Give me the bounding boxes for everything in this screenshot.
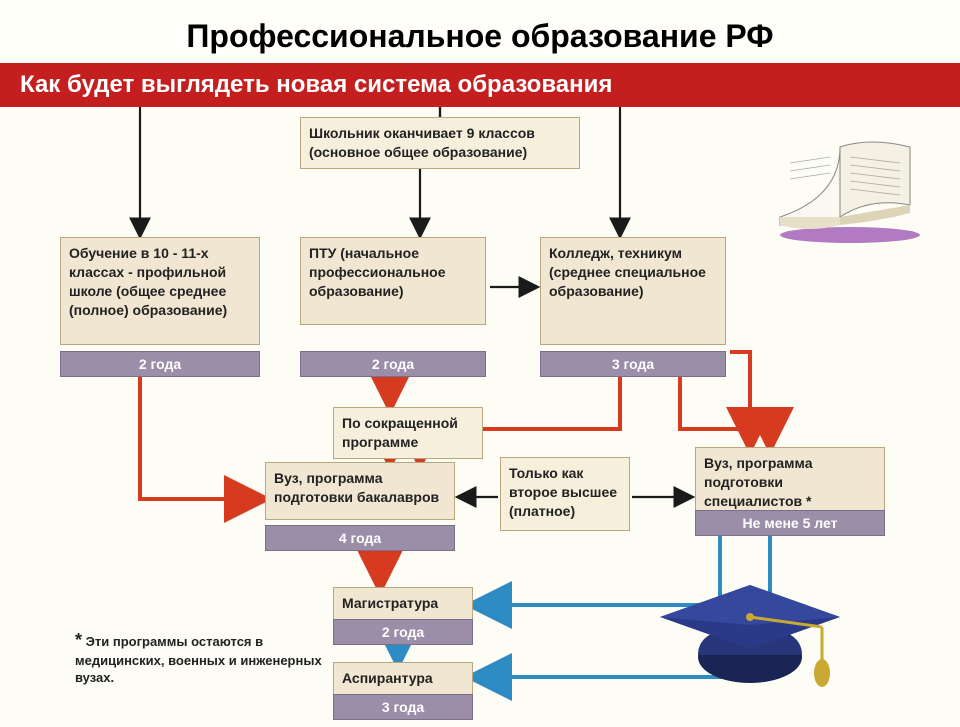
duration-ptu: 2 года <box>300 351 486 377</box>
arrow-8 <box>680 377 770 443</box>
arrow-4 <box>140 377 260 499</box>
duration-master: 2 года <box>333 619 473 645</box>
duration-college: 3 года <box>540 351 726 377</box>
diagram-canvas: Школьник оканчивает 9 классов (основное … <box>0 107 960 727</box>
node-master: Магистратура <box>333 587 473 620</box>
graduation-cap-icon <box>650 567 850 707</box>
duration-school: 2 года <box>60 351 260 377</box>
duration-specialist: Не мене 5 лет <box>695 510 885 536</box>
page-title: Профессиональное образование РФ <box>0 0 960 63</box>
footnote-star: * <box>75 630 82 650</box>
node-second: Только как второе высшее (платное) <box>500 457 630 531</box>
duration-aspirant: 3 года <box>333 694 473 720</box>
arrow-9 <box>730 352 750 443</box>
node-school: Обучение в 10 - 11-х классах - профильно… <box>60 237 260 345</box>
node-college: Колледж, техникум (среднее специальное о… <box>540 237 726 345</box>
node-aspirant: Аспирантура <box>333 662 473 695</box>
node-short: По сокращенной программе <box>333 407 483 459</box>
footnote-text: Эти программы остаются в медицинских, во… <box>75 634 322 686</box>
node-specialist: Вуз, программа подготовки специалистов * <box>695 447 885 518</box>
node-bachelor: Вуз, программа подготовки бакалавров <box>265 462 455 520</box>
book-icon <box>750 117 930 247</box>
duration-bachelor: 4 года <box>265 525 455 551</box>
node-ptu: ПТУ (начальное профессиональное образова… <box>300 237 486 325</box>
banner: Как будет выглядеть новая система образо… <box>0 63 960 107</box>
node-start: Школьник оканчивает 9 классов (основное … <box>300 117 580 169</box>
footnote: * Эти программы остаются в медицинских, … <box>75 628 335 687</box>
